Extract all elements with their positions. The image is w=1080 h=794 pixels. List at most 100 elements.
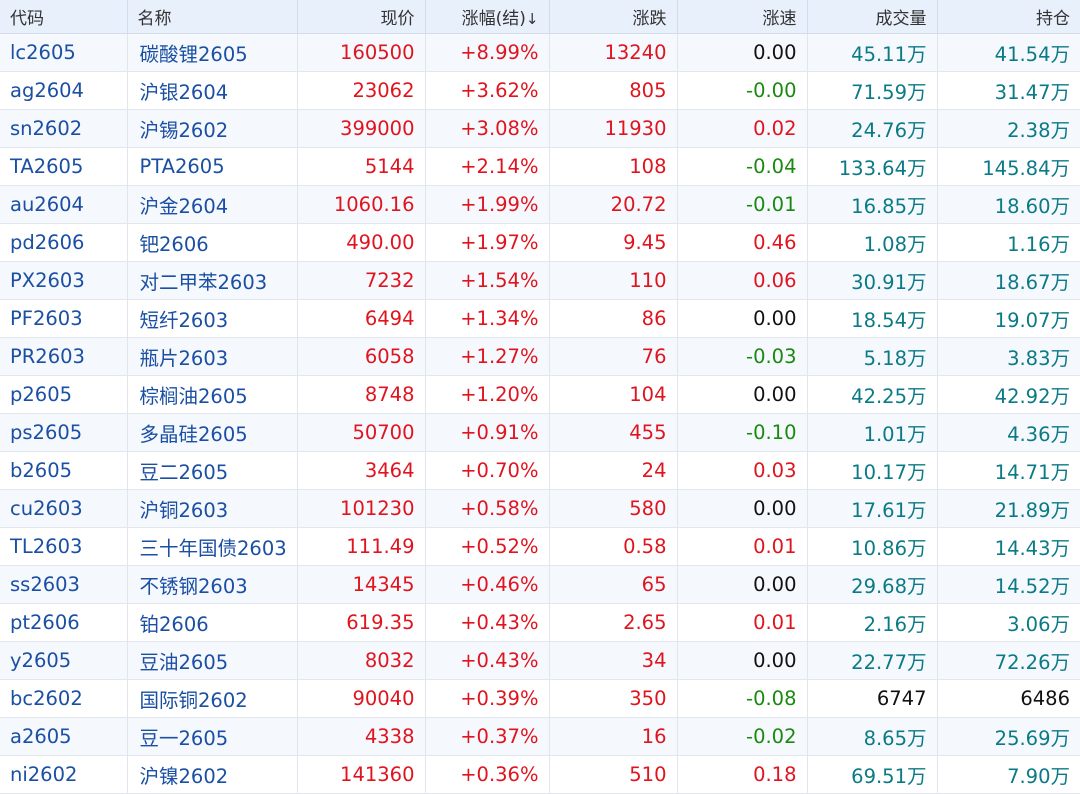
cell-price: 1060.16: [297, 185, 426, 224]
table-row[interactable]: PR2603 瓶片2603 6058 +1.27% 76 -0.03 5.18万 3.83万: [0, 337, 1080, 376]
cell-price: 8748: [297, 375, 426, 414]
header-volume[interactable]: 成交量: [807, 0, 938, 34]
cell-name[interactable]: 多晶硅2605: [127, 413, 298, 452]
cell-name[interactable]: 不锈钢2603: [127, 565, 298, 604]
header-code[interactable]: 代码: [0, 0, 128, 34]
table-row[interactable]: y2605 豆油2605 8032 +0.43% 34 0.00 22.77万 72.26万: [0, 641, 1080, 680]
cell-code[interactable]: a2605: [0, 717, 128, 756]
cell-open-interest: 41.54万: [937, 33, 1080, 72]
table-row[interactable]: cu2603 沪铜2603 101230 +0.58% 580 0.00 17.61万 21.…: [0, 489, 1080, 528]
table-row[interactable]: TA2605 PTA2605 5144 +2.14% 108 -0.04 133.64万 14…: [0, 147, 1080, 186]
header-change-pct[interactable]: 涨幅(结)↓: [425, 0, 550, 34]
cell-name[interactable]: 碳酸锂2605: [127, 33, 298, 72]
table-row[interactable]: sn2602 沪锡2602 399000 +3.08% 11930 0.02 24.76万 2…: [0, 109, 1080, 148]
cell-open-interest: 18.60万: [937, 185, 1080, 224]
cell-speed: 0.00: [677, 565, 808, 604]
cell-code[interactable]: p2605: [0, 375, 128, 414]
cell-name[interactable]: 钯2606: [127, 223, 298, 262]
cell-name[interactable]: 沪银2604: [127, 71, 298, 110]
cell-price: 3464: [297, 451, 426, 490]
cell-code[interactable]: sn2602: [0, 109, 128, 148]
cell-code[interactable]: PX2603: [0, 261, 128, 300]
cell-change: 805: [549, 71, 678, 110]
cell-speed: 0.02: [677, 109, 808, 148]
cell-code[interactable]: TL2603: [0, 527, 128, 566]
header-open-interest[interactable]: 持仓: [937, 0, 1080, 34]
table-row[interactable]: pt2606 铂2606 619.35 +0.43% 2.65 0.01 2.16万 3.06…: [0, 603, 1080, 642]
table-row[interactable]: p2605 棕榈油2605 8748 +1.20% 104 0.00 42.25万 42.92…: [0, 375, 1080, 414]
cell-speed: -0.08: [677, 679, 808, 718]
cell-change-pct: +0.58%: [425, 489, 550, 528]
cell-code[interactable]: ni2602: [0, 755, 128, 794]
cell-price: 5144: [297, 147, 426, 186]
cell-price: 619.35: [297, 603, 426, 642]
table-row[interactable]: ag2604 沪银2604 23062 +3.62% 805 -0.00 71.59万 31.…: [0, 71, 1080, 110]
table-row[interactable]: lc2605 碳酸锂2605 160500 +8.99% 13240 0.00 45.11万…: [0, 33, 1080, 72]
cell-change: 65: [549, 565, 678, 604]
cell-code[interactable]: y2605: [0, 641, 128, 680]
cell-speed: -0.04: [677, 147, 808, 186]
cell-name[interactable]: 瓶片2603: [127, 337, 298, 376]
cell-code[interactable]: PR2603: [0, 337, 128, 376]
table-row[interactable]: PX2603 对二甲苯2603 7232 +1.54% 110 0.06 30.91万 18.…: [0, 261, 1080, 300]
table-row[interactable]: ni2602 沪镍2602 141360 +0.36% 510 0.18 69.51万 7.9…: [0, 755, 1080, 794]
cell-name[interactable]: 国际铜2602: [127, 679, 298, 718]
header-change[interactable]: 涨跌: [549, 0, 678, 34]
cell-change: 0.58: [549, 527, 678, 566]
table-row[interactable]: bc2602 国际铜2602 90040 +0.39% 350 -0.08 6747 6486: [0, 679, 1080, 718]
cell-name[interactable]: 三十年国债2603: [127, 527, 298, 566]
cell-change: 86: [549, 299, 678, 338]
cell-volume: 42.25万: [807, 375, 938, 414]
cell-name[interactable]: PTA2605: [127, 147, 298, 186]
cell-code[interactable]: pd2606: [0, 223, 128, 262]
cell-code[interactable]: ag2604: [0, 71, 128, 110]
cell-name[interactable]: 豆油2605: [127, 641, 298, 680]
cell-name[interactable]: 沪锡2602: [127, 109, 298, 148]
table-row[interactable]: PF2603 短纤2603 6494 +1.34% 86 0.00 18.54万 19.07万: [0, 299, 1080, 338]
cell-code[interactable]: cu2603: [0, 489, 128, 528]
cell-open-interest: 31.47万: [937, 71, 1080, 110]
cell-volume: 45.11万: [807, 33, 938, 72]
cell-change-pct: +0.46%: [425, 565, 550, 604]
cell-code[interactable]: ps2605: [0, 413, 128, 452]
cell-change: 108: [549, 147, 678, 186]
cell-change: 13240: [549, 33, 678, 72]
cell-open-interest: 2.38万: [937, 109, 1080, 148]
cell-code[interactable]: au2604: [0, 185, 128, 224]
table-row[interactable]: a2605 豆一2605 4338 +0.37% 16 -0.02 8.65万 25.69万: [0, 717, 1080, 756]
table-row[interactable]: ss2603 不锈钢2603 14345 +0.46% 65 0.00 29.68万 14.5…: [0, 565, 1080, 604]
cell-change-pct: +0.43%: [425, 603, 550, 642]
cell-name[interactable]: 沪铜2603: [127, 489, 298, 528]
cell-change: 350: [549, 679, 678, 718]
header-name[interactable]: 名称: [127, 0, 298, 34]
table-row[interactable]: ps2605 多晶硅2605 50700 +0.91% 455 -0.10 1.01万 4.3…: [0, 413, 1080, 452]
cell-code[interactable]: lc2605: [0, 33, 128, 72]
header-speed[interactable]: 涨速: [677, 0, 808, 34]
cell-code[interactable]: pt2606: [0, 603, 128, 642]
arrow-down-icon: ↓: [525, 10, 539, 28]
cell-name[interactable]: 豆二2605: [127, 451, 298, 490]
cell-open-interest: 14.71万: [937, 451, 1080, 490]
cell-speed: 0.00: [677, 489, 808, 528]
header-price[interactable]: 现价: [297, 0, 426, 34]
cell-speed: 0.01: [677, 527, 808, 566]
cell-name[interactable]: 对二甲苯2603: [127, 261, 298, 300]
table-row[interactable]: b2605 豆二2605 3464 +0.70% 24 0.03 10.17万 14.71万: [0, 451, 1080, 490]
table-row[interactable]: TL2603 三十年国债2603 111.49 +0.52% 0.58 0.01 10.86…: [0, 527, 1080, 566]
cell-speed: 0.00: [677, 33, 808, 72]
cell-speed: 0.06: [677, 261, 808, 300]
cell-name[interactable]: 铂2606: [127, 603, 298, 642]
cell-name[interactable]: 棕榈油2605: [127, 375, 298, 414]
cell-code[interactable]: TA2605: [0, 147, 128, 186]
cell-name[interactable]: 沪镍2602: [127, 755, 298, 794]
cell-code[interactable]: PF2603: [0, 299, 128, 338]
cell-name[interactable]: 沪金2604: [127, 185, 298, 224]
cell-code[interactable]: bc2602: [0, 679, 128, 718]
cell-code[interactable]: ss2603: [0, 565, 128, 604]
table-row[interactable]: pd2606 钯2606 490.00 +1.97% 9.45 0.46 1.08万 1.16…: [0, 223, 1080, 262]
cell-name[interactable]: 短纤2603: [127, 299, 298, 338]
cell-code[interactable]: b2605: [0, 451, 128, 490]
table-row[interactable]: au2604 沪金2604 1060.16 +1.99% 20.72 -0.01 16.85…: [0, 185, 1080, 224]
cell-volume: 10.86万: [807, 527, 938, 566]
cell-name[interactable]: 豆一2605: [127, 717, 298, 756]
